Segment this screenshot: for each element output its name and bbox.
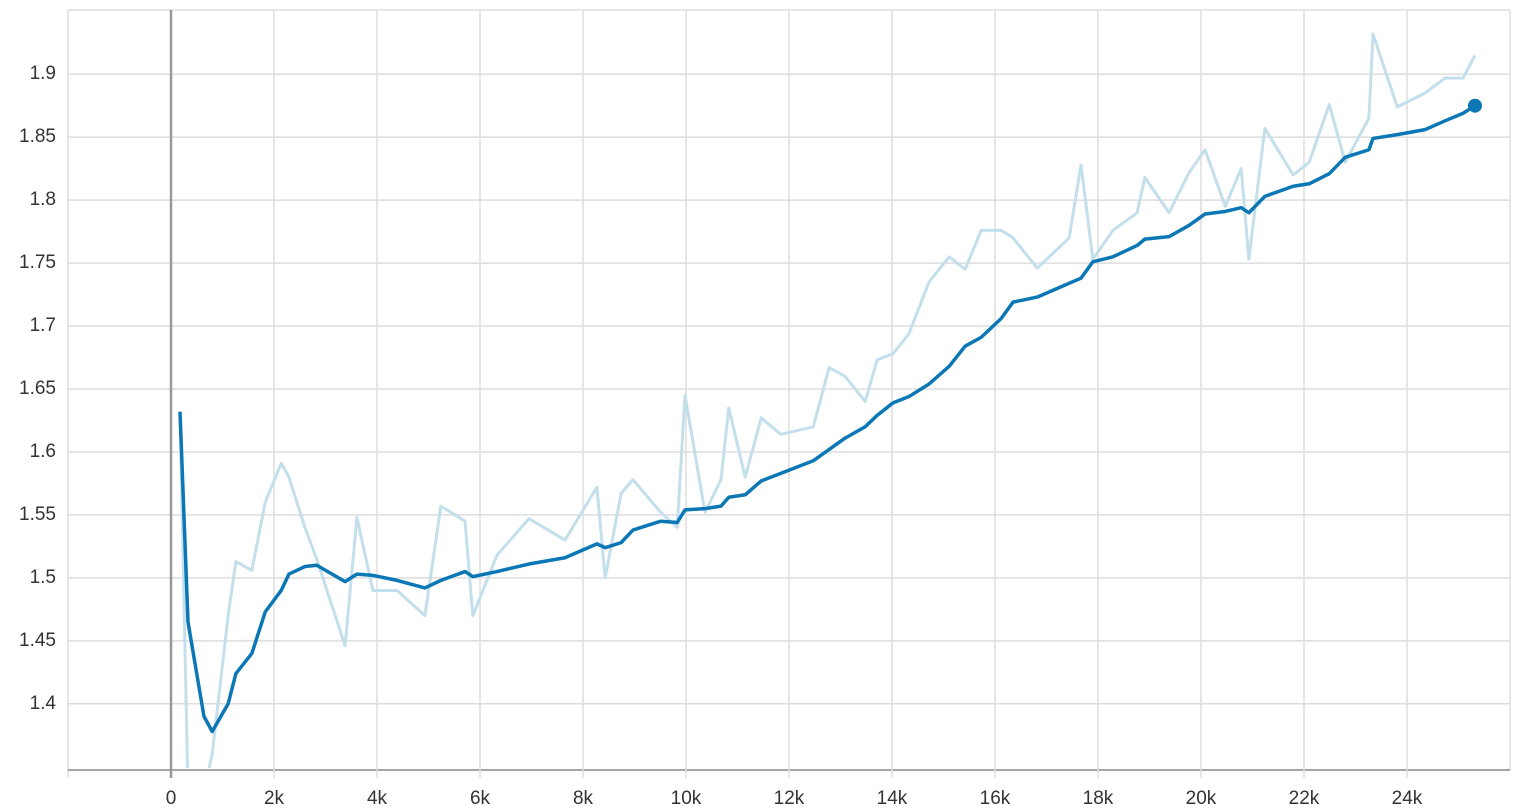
y-tick-label: 1.6	[30, 441, 56, 462]
y-tick-label: 1.9	[30, 63, 56, 84]
x-tick-label: 22k	[1289, 788, 1320, 808]
x-tick-label: 12k	[774, 788, 805, 808]
y-tick-label: 1.45	[19, 630, 56, 651]
last-point	[1467, 98, 1482, 113]
y-tick-label: 1.75	[19, 252, 56, 273]
series-line	[178, 104, 1476, 734]
x-tick-label: 16k	[980, 788, 1011, 808]
series-line	[178, 32, 1477, 768]
x-tick-label: 24k	[1392, 788, 1423, 808]
x-tick-label: 0	[166, 788, 177, 808]
x-tick-label: 20k	[1186, 788, 1217, 808]
y-tick-label: 1.55	[19, 504, 56, 525]
y-tick-label: 1.65	[19, 378, 56, 399]
y-tick-label: 1.7	[30, 315, 56, 336]
y-tick-label: 1.5	[30, 567, 56, 588]
x-tick-label: 4k	[367, 788, 388, 808]
y-tick-label: 1.8	[30, 189, 56, 210]
series-layer	[178, 32, 1482, 768]
y-tick-label: 1.4	[30, 693, 57, 714]
x-tick-label: 8k	[573, 788, 594, 808]
y-tick-label: 1.85	[19, 126, 56, 147]
x-tick-label: 14k	[877, 788, 908, 808]
x-tick-label: 2k	[264, 788, 285, 808]
x-tick-label: 10k	[671, 788, 702, 808]
x-tick-label: 6k	[470, 788, 491, 808]
x-tick-label: 18k	[1083, 788, 1114, 808]
